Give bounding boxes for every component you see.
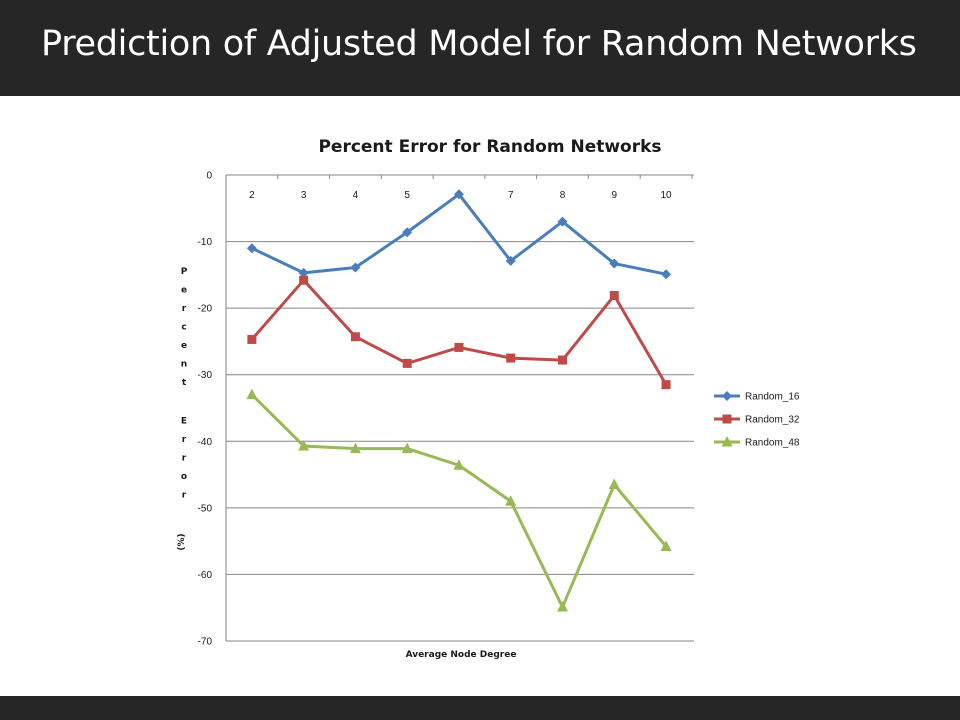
- series-line-Random_48: [250, 393, 668, 609]
- line-chart: Percent Error for Random Networks 0 -10 -2…: [177, 137, 800, 660]
- legend-label: Random_32: [745, 415, 800, 426]
- data-point: [402, 358, 412, 368]
- legend-label: Random_16: [745, 392, 800, 403]
- x-tick-label: 8: [560, 190, 566, 201]
- y-tick-label: -70: [198, 637, 213, 648]
- data-point: [246, 243, 257, 254]
- data-point: [298, 439, 310, 451]
- series-line-Random_32: [250, 278, 668, 386]
- x-axis-title: Average Node Degree: [406, 650, 517, 660]
- y-tick-label: -30: [198, 370, 213, 381]
- y-tick-label: -50: [198, 503, 213, 514]
- data-point: [247, 334, 257, 344]
- legend-marker: [721, 436, 733, 447]
- data-point: [609, 258, 620, 269]
- x-tick-label: 2: [249, 190, 255, 201]
- data-point: [557, 601, 569, 612]
- y-tick-label: -60: [198, 570, 213, 581]
- y-tick-label: -20: [198, 304, 213, 315]
- legend-marker: [722, 414, 732, 424]
- x-tick-label: 9: [611, 190, 617, 201]
- data-point: [402, 227, 413, 238]
- x-tick-label: 10: [660, 190, 672, 201]
- data-point: [661, 269, 672, 280]
- data-point: [608, 478, 620, 490]
- data-point: [505, 255, 516, 266]
- legend-marker: [722, 391, 732, 401]
- data-point: [660, 540, 672, 551]
- data-point: [350, 262, 361, 273]
- chart-title: Percent Error for Random Networks: [318, 137, 661, 157]
- series-line-Random_16: [251, 192, 667, 276]
- data-point: [609, 290, 619, 300]
- data-point: [349, 442, 361, 454]
- data-point: [505, 495, 517, 506]
- slide-title: Prediction of Adjusted Model for Random …: [41, 24, 917, 64]
- y-tick-label: -10: [198, 237, 213, 248]
- x-tick-label: 3: [301, 190, 307, 201]
- data-point: [661, 380, 671, 390]
- header-bar: [0, 0, 960, 96]
- data-point: [557, 216, 568, 227]
- data-point: [350, 332, 360, 342]
- y-tick-label: -40: [198, 437, 213, 448]
- y-tick-label: 0: [206, 171, 212, 182]
- data-point: [454, 342, 464, 352]
- footer-bar: [0, 696, 960, 720]
- data-point: [453, 459, 465, 470]
- data-point: [298, 267, 309, 278]
- x-tick-label: 7: [508, 190, 514, 201]
- data-point: [401, 442, 413, 454]
- x-tick-label: 5: [404, 190, 410, 201]
- data-point: [506, 353, 516, 363]
- y-axis-unit: (%): [177, 533, 187, 550]
- data-point: [558, 355, 568, 365]
- legend-label: Random_48: [745, 438, 800, 449]
- data-point: [453, 189, 464, 200]
- x-tick-label: 4: [353, 190, 359, 201]
- data-point: [299, 275, 309, 285]
- data-point: [246, 388, 258, 400]
